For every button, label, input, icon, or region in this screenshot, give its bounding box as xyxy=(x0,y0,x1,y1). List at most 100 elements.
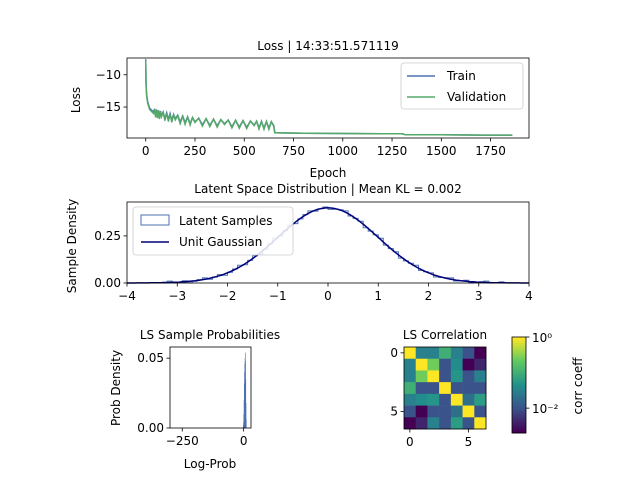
colorbar-segment xyxy=(512,353,526,356)
corr-cell xyxy=(427,382,440,395)
colorbar-segment xyxy=(512,357,526,360)
latent-xtick-label: −4 xyxy=(118,289,136,303)
loss-ytick-label: −10 xyxy=(96,68,121,82)
colorbar-segment xyxy=(512,421,526,424)
latent-legend xyxy=(132,206,294,256)
colorbar-segment xyxy=(512,379,526,382)
colorbar-segment xyxy=(512,371,526,374)
corr-cell xyxy=(427,393,440,406)
corr-cell xyxy=(439,358,452,371)
colorbar-segment xyxy=(512,393,526,396)
colorbar-segment xyxy=(512,403,526,406)
loss-xlabel: Epoch xyxy=(310,166,347,180)
corr-cell xyxy=(439,405,452,418)
corr-cell xyxy=(450,393,463,406)
colorbar-segment xyxy=(512,423,526,426)
corr-cell xyxy=(427,370,440,383)
corr-cell xyxy=(404,382,417,395)
corr-cell xyxy=(450,358,463,371)
corr-cell xyxy=(439,393,452,406)
latent-xtick-label: −1 xyxy=(269,289,287,303)
colorbar-segment xyxy=(512,401,526,404)
loss-xtick-label: 500 xyxy=(233,144,256,158)
latent-ytick-label: 0.00 xyxy=(94,276,121,290)
latent-xtick-label: 2 xyxy=(425,289,433,303)
corr-cell xyxy=(462,370,475,383)
colorbar-segment xyxy=(512,419,526,422)
colorbar-segment xyxy=(512,377,526,380)
logprob-ytick-label: 0.00 xyxy=(137,421,164,435)
corr-cell xyxy=(462,405,475,418)
logprob-axes-frame xyxy=(169,346,252,429)
corr-cell xyxy=(450,370,463,383)
corr-cell xyxy=(427,358,440,371)
logprob-bar xyxy=(245,419,247,428)
colorbar-segment xyxy=(512,389,526,392)
corr-cell xyxy=(415,393,428,406)
corr-cell xyxy=(462,347,475,360)
latent-legend-label: Latent Samples xyxy=(179,214,273,228)
logprob-bar xyxy=(245,402,247,428)
colorbar-segment xyxy=(512,427,526,430)
latent-title: Latent Space Distribution | Mean KL = 0.… xyxy=(194,182,461,196)
corr-cell xyxy=(462,417,475,430)
colorbar-segment xyxy=(512,383,526,386)
latent-gaussian-line xyxy=(127,207,529,284)
corr-cell xyxy=(415,405,428,418)
corr-cell xyxy=(404,370,417,383)
corr-ytick-label: 0 xyxy=(390,346,398,360)
corr-cell xyxy=(415,358,428,371)
loss-xtick-label: 750 xyxy=(282,144,305,158)
loss-ylabel: Loss xyxy=(69,87,83,113)
loss-plot: 0 250 500 750 1000 1250 1500 1750 −10 −15 Train Val… xyxy=(96,57,530,158)
colorbar-segment xyxy=(512,425,526,428)
corr-cell xyxy=(474,417,487,430)
corr-cell xyxy=(439,370,452,383)
colorbar-segment xyxy=(512,337,526,340)
logprob-title: LS Sample Probabilities xyxy=(140,328,280,342)
colorbar-segment xyxy=(512,431,526,434)
colorbar-segment xyxy=(512,415,526,418)
colorbar-segment xyxy=(512,407,526,410)
loss-ytick-label: −15 xyxy=(96,100,121,114)
corr-cell xyxy=(404,405,417,418)
colorbar-segment xyxy=(512,385,526,388)
latent-ytick-label: 0.25 xyxy=(94,229,121,243)
corr-cell xyxy=(415,370,428,383)
colorbar-frame xyxy=(511,336,527,434)
loss-xtick-label: 0 xyxy=(142,144,150,158)
colorbar-segment xyxy=(512,417,526,420)
latent-legend-label: Unit Gaussian xyxy=(179,235,262,249)
loss-title: Loss | 14:33:51.571119 xyxy=(257,39,399,53)
loss-line-validation xyxy=(144,60,513,136)
colorbar-segment xyxy=(512,387,526,390)
logprob-ytick-label: 0.05 xyxy=(137,351,164,365)
colorbar-segment xyxy=(512,391,526,394)
colorbar-segment xyxy=(512,341,526,344)
corr-cell xyxy=(462,358,475,371)
colorbar-segment xyxy=(512,399,526,402)
colorbar-segment xyxy=(512,413,526,416)
colorbar-segment xyxy=(512,411,526,414)
latent-xtick-label: 4 xyxy=(525,289,533,303)
corr-title: LS Correlation xyxy=(403,328,487,342)
colorbar-segment xyxy=(512,369,526,372)
corr-cell xyxy=(474,405,487,418)
loss-xtick-label: 1000 xyxy=(328,144,359,158)
corr-cell xyxy=(415,382,428,395)
colorbar-tick-label: 10⁰ xyxy=(532,331,552,345)
corr-cell xyxy=(427,417,440,430)
latent-xtick-label: 0 xyxy=(324,289,332,303)
colorbar-segment xyxy=(512,343,526,346)
colorbar-segment xyxy=(512,397,526,400)
colorbar-segment xyxy=(512,359,526,362)
colorbar-tick-label: 10⁻² xyxy=(532,402,559,416)
corr-cell xyxy=(474,358,487,371)
loss-xtick-label: 250 xyxy=(184,144,207,158)
corr-cell xyxy=(462,393,475,406)
corr-cell xyxy=(439,417,452,430)
logprob-plot: −250 0 0.00 0.05 xyxy=(137,346,252,448)
colorbar-label: corr coeff xyxy=(571,357,585,415)
